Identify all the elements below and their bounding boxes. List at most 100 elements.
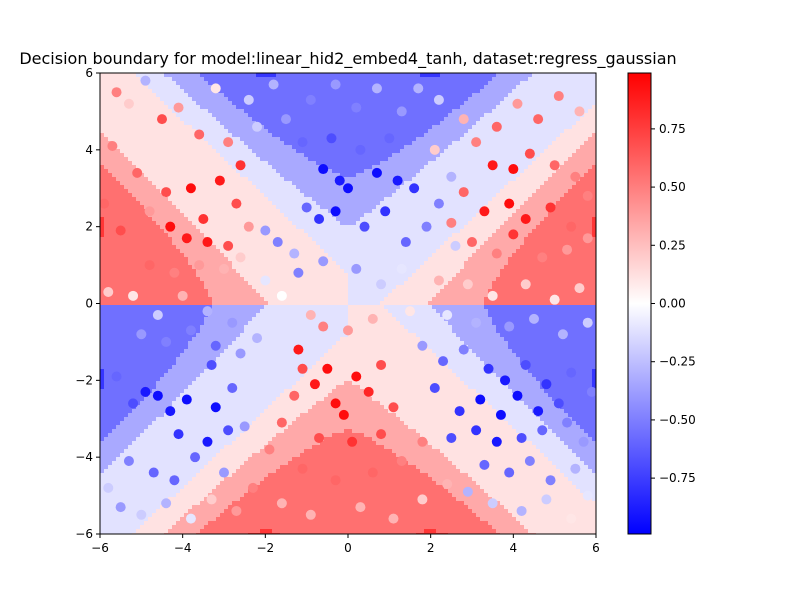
contour-cell <box>252 389 257 394</box>
contour-cell <box>196 237 201 242</box>
contour-cell <box>176 157 181 162</box>
contour-cell <box>124 525 129 530</box>
contour-cell <box>128 353 133 358</box>
contour-cell <box>132 217 137 222</box>
contour-cell <box>252 161 257 166</box>
contour-cell <box>220 405 225 410</box>
contour-cell <box>116 165 121 170</box>
contour-cell <box>108 125 113 130</box>
contour-cell <box>164 125 169 130</box>
contour-cell <box>248 161 253 166</box>
contour-cell <box>160 409 165 414</box>
contour-cell <box>260 245 265 250</box>
contour-cell <box>256 113 261 118</box>
contour-cell <box>212 237 217 242</box>
contour-cell <box>172 329 177 334</box>
contour-cell <box>200 521 205 526</box>
contour-cell <box>164 389 169 394</box>
contour-cell <box>140 205 145 210</box>
contour-cell <box>160 197 165 202</box>
contour-cell <box>124 505 129 510</box>
contour-cell <box>196 313 201 318</box>
contour-cell <box>168 461 173 466</box>
contour-cell <box>160 433 165 438</box>
contour-cell <box>172 221 177 226</box>
contour-cell <box>256 169 261 174</box>
contour-cell <box>240 313 245 318</box>
contour-cell <box>172 345 177 350</box>
contour-cell <box>232 209 237 214</box>
contour-cell <box>128 277 133 282</box>
contour-cell <box>180 373 185 378</box>
contour-cell <box>192 461 197 466</box>
contour-cell <box>192 253 197 258</box>
contour-cell <box>172 513 177 518</box>
contour-cell <box>160 485 165 490</box>
contour-cell <box>216 165 221 170</box>
contour-cell <box>164 493 169 498</box>
contour-cell <box>124 337 129 342</box>
contour-cell <box>224 517 229 522</box>
contour-cell <box>252 505 257 510</box>
contour-cell <box>204 485 209 490</box>
contour-cell <box>216 121 221 126</box>
contour-cell <box>168 353 173 358</box>
contour-cell <box>192 289 197 294</box>
contour-cell <box>144 321 149 326</box>
contour-cell <box>104 501 109 506</box>
contour-cell <box>268 253 273 258</box>
contour-cell <box>172 117 177 122</box>
contour-cell <box>216 149 221 154</box>
contour-cell <box>196 233 201 238</box>
contour-cell <box>208 525 213 530</box>
contour-cell <box>260 77 265 82</box>
contour-cell <box>172 453 177 458</box>
contour-cell <box>160 513 165 518</box>
contour-cell <box>232 233 237 238</box>
contour-cell <box>184 105 189 110</box>
contour-cell <box>220 453 225 458</box>
contour-cell <box>260 181 265 186</box>
contour-cell <box>152 121 157 126</box>
contour-cell <box>116 333 121 338</box>
contour-cell <box>112 237 117 242</box>
contour-cell <box>140 249 145 254</box>
contour-cell <box>184 117 189 122</box>
contour-cell <box>216 133 221 138</box>
contour-cell <box>268 213 273 218</box>
contour-cell <box>152 237 157 242</box>
contour-cell <box>180 181 185 186</box>
contour-cell <box>184 121 189 126</box>
contour-cell <box>248 85 253 90</box>
contour-cell <box>128 377 133 382</box>
contour-cell <box>172 233 177 238</box>
contour-cell <box>204 433 209 438</box>
contour-cell <box>228 237 233 242</box>
contour-cell <box>160 365 165 370</box>
contour-cell <box>136 389 141 394</box>
contour-cell <box>180 229 185 234</box>
contour-cell <box>156 77 161 82</box>
contour-cell <box>196 513 201 518</box>
contour-cell <box>184 461 189 466</box>
contour-cell <box>180 513 185 518</box>
contour-cell <box>180 381 185 386</box>
contour-cell <box>224 237 229 242</box>
contour-cell <box>200 405 205 410</box>
contour-cell <box>100 365 105 370</box>
contour-cell <box>240 449 245 454</box>
contour-cell <box>152 101 157 106</box>
contour-cell <box>100 85 105 90</box>
contour-cell <box>156 293 161 298</box>
contour-cell <box>108 201 113 206</box>
contour-cell <box>256 501 261 506</box>
contour-cell <box>224 489 229 494</box>
contour-cell <box>192 477 197 482</box>
contour-cell <box>244 281 249 286</box>
contour-cell <box>240 149 245 154</box>
contour-cell <box>188 337 193 342</box>
contour-cell <box>240 429 245 434</box>
contour-cell <box>144 245 149 250</box>
contour-cell <box>240 273 245 278</box>
contour-cell <box>212 233 217 238</box>
